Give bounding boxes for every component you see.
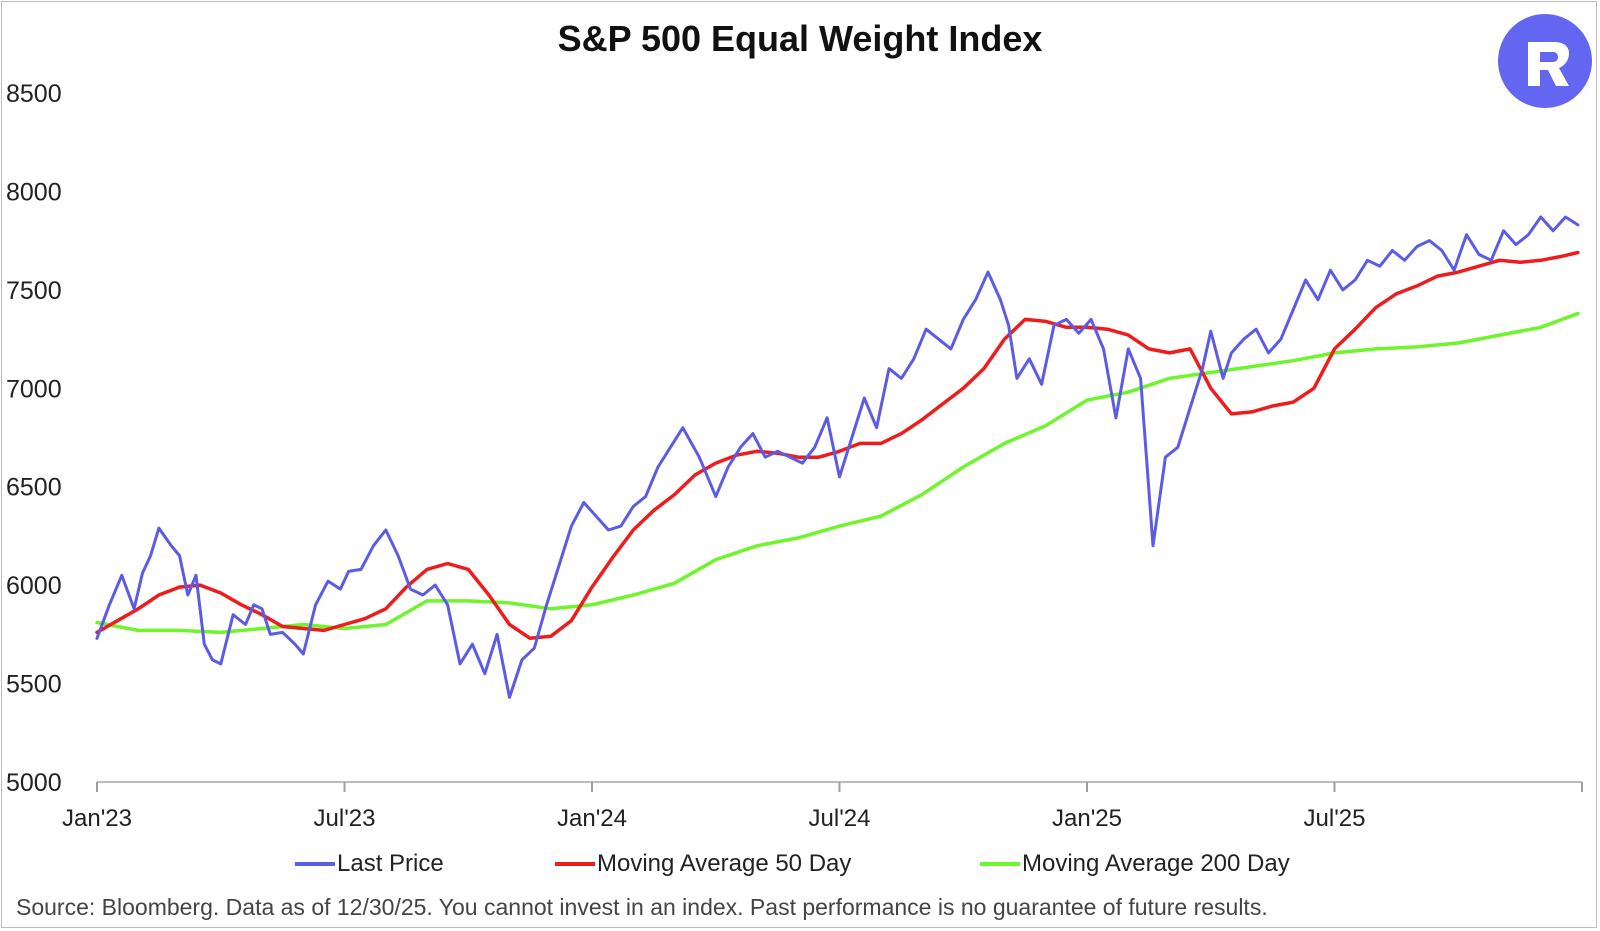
x-tick-label: Jan'23 bbox=[62, 805, 132, 832]
y-tick-label: 6000 bbox=[6, 572, 62, 600]
y-tick-label: 7500 bbox=[6, 277, 62, 305]
legend-swatch-ma50 bbox=[555, 862, 595, 866]
x-tick-label: Jul'24 bbox=[809, 805, 871, 832]
y-tick-label: 6500 bbox=[6, 474, 62, 502]
y-tick-label: 8000 bbox=[6, 178, 62, 206]
y-tick-label: 5000 bbox=[6, 769, 62, 797]
legend-swatch-last-price bbox=[295, 862, 335, 866]
x-axis: Jan'23 Jul'23 Jan'24 Jul'24 Jan'25 Jul'25 bbox=[62, 781, 1583, 832]
legend-label-ma50: Moving Average 50 Day bbox=[597, 850, 852, 877]
legend-item-last-price: Last Price bbox=[295, 850, 444, 878]
series-layer bbox=[95, 215, 1580, 699]
y-axis: 8500 8000 7500 7000 6500 6000 5500 5000 bbox=[6, 80, 62, 797]
y-tick-label: 7000 bbox=[6, 375, 62, 403]
series-line-last-price bbox=[95, 215, 1580, 699]
x-tick-label: Jan'24 bbox=[557, 805, 627, 832]
x-tick-label: Jul'23 bbox=[314, 805, 376, 832]
legend-item-ma200: Moving Average 200 Day bbox=[980, 850, 1290, 878]
brand-logo bbox=[1498, 14, 1592, 108]
x-tick-label: Jan'25 bbox=[1052, 805, 1122, 832]
source-note: Source: Bloomberg. Data as of 12/30/25. … bbox=[16, 894, 1268, 920]
series-line-ma200 bbox=[95, 311, 1580, 635]
legend-label-ma200: Moving Average 200 Day bbox=[1022, 850, 1290, 877]
chart-title: S&P 500 Equal Weight Index bbox=[557, 18, 1043, 59]
legend-swatch-ma200 bbox=[980, 862, 1020, 866]
r-logo-icon bbox=[1528, 42, 1569, 86]
legend-label-last-price: Last Price bbox=[337, 850, 444, 877]
y-tick-label: 8500 bbox=[6, 80, 62, 108]
chart-legend: Last Price Moving Average 50 Day Moving … bbox=[0, 850, 1600, 886]
y-tick-label: 5500 bbox=[6, 671, 62, 699]
legend-item-ma50: Moving Average 50 Day bbox=[555, 850, 851, 878]
x-tick-label: Jul'25 bbox=[1304, 805, 1366, 832]
series-line-ma50 bbox=[95, 250, 1580, 641]
